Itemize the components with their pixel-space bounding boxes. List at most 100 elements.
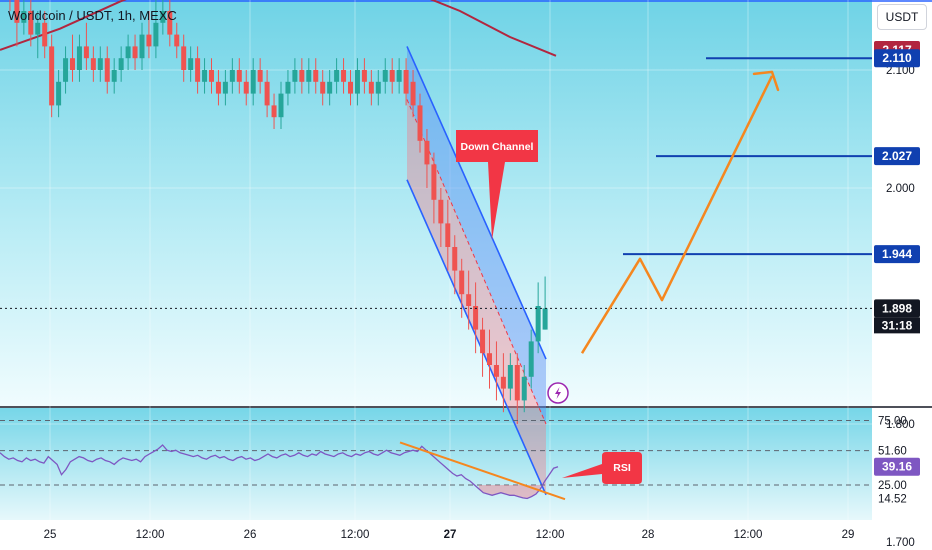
currency-button[interactable]: USDT (877, 4, 927, 30)
time-tick-label: 26 (244, 529, 257, 541)
down-channel-label: Down Channel (461, 141, 534, 153)
currency-label: USDT (885, 10, 919, 24)
candle-body (396, 70, 402, 82)
candle-body (118, 58, 124, 70)
candle-body (250, 70, 256, 94)
candle-body (49, 46, 55, 106)
candle-body (542, 308, 548, 330)
candle-body (299, 70, 305, 82)
price-tick-label: 1.800 (886, 419, 915, 431)
candle-body (181, 46, 187, 70)
candle-body (368, 81, 374, 94)
down-channel-callout: Down Channel (456, 130, 538, 240)
rsi-current-label: 39.16 (882, 460, 912, 474)
price-badge (874, 147, 920, 166)
price-badge-label: 2.110 (882, 51, 912, 65)
candle-body (63, 58, 69, 82)
candle-body (229, 70, 235, 82)
moving-average (0, 0, 557, 57)
candle-body (466, 294, 472, 306)
candle-body (507, 365, 513, 389)
time-tick-label: 25 (44, 529, 57, 541)
time-axis-background (0, 520, 932, 550)
candle-body (361, 70, 367, 82)
projection-arrow (580, 70, 780, 354)
price-pane-background (0, 0, 872, 406)
candle-body (209, 70, 214, 82)
time-tick-label: 27 (444, 529, 457, 541)
candle-body (222, 81, 228, 94)
axes: 2512:002612:002712:002812:00292.2002.100… (44, 40, 920, 549)
candle-body (480, 329, 486, 354)
candle-body (445, 223, 451, 247)
channel-lower-line (406, 179, 547, 496)
price-tick-label: 2.000 (886, 183, 915, 195)
rsi-tick-label: 25.00 (878, 480, 907, 492)
candle-body (70, 58, 75, 70)
price-badge (874, 245, 920, 264)
candle-body (535, 306, 541, 342)
candle-body (514, 365, 520, 401)
projection-arrow-head (752, 70, 780, 92)
time-tick-label: 12:00 (136, 529, 165, 541)
candle-body (403, 70, 409, 94)
rsi-callout: RSI (562, 452, 642, 484)
candle-body (375, 81, 381, 94)
channel-mid-line (406, 99, 547, 425)
candle-body (76, 46, 82, 70)
levels (0, 57, 872, 309)
price-badge-label: 2.027 (882, 149, 912, 163)
rsi-current-badge (874, 457, 920, 476)
price-badge-label: 1.944 (882, 247, 912, 261)
time-tick-label: 28 (642, 529, 655, 541)
chart-title: Worldcoin / USDT, 1h, MEXC (8, 8, 177, 23)
candle-body (132, 46, 138, 59)
lightning-icon[interactable] (547, 382, 569, 404)
candle-body (139, 34, 145, 59)
price-tick-label: 1.700 (886, 537, 915, 549)
countdown-badge (874, 317, 920, 334)
time-tick-label: 29 (842, 529, 855, 541)
price-tick-label: 2.100 (886, 65, 915, 77)
candle-body (14, 0, 20, 23)
candle-body (174, 34, 180, 47)
rsi-callout-label: RSI (613, 462, 631, 474)
price-badge (874, 49, 920, 68)
candle-body (348, 81, 353, 94)
candle-body (320, 81, 326, 94)
time-tick-label: 12:00 (734, 529, 763, 541)
rsi-pane-background (0, 408, 872, 520)
candle-body (292, 70, 298, 82)
candle-body (35, 22, 41, 35)
candle-body (167, 11, 173, 35)
candle-body (487, 353, 492, 365)
candle-body (90, 58, 96, 70)
countdown-label: 31:18 (882, 318, 913, 332)
candle-body (306, 70, 312, 82)
channel-fill-upper (407, 46, 546, 425)
candle-body (104, 58, 110, 82)
candle-body (153, 22, 159, 47)
price-badge-label: 1.898 (882, 301, 912, 315)
candle-body (354, 70, 360, 94)
candle-body (452, 247, 458, 271)
candle-body (438, 199, 444, 224)
candle-body (56, 81, 62, 106)
candle-body (243, 81, 249, 94)
candle-body (417, 105, 423, 141)
ma-line (0, 0, 557, 57)
channel-fill-lower (407, 99, 546, 495)
candle-body (97, 58, 103, 70)
candle-body (473, 306, 479, 330)
candle-body (160, 11, 166, 23)
rsi-tick-label: 51.60 (878, 446, 907, 458)
price-badge (874, 299, 920, 318)
candle-body (21, 11, 27, 23)
candle-body (334, 70, 340, 82)
rsi-line (0, 444, 559, 500)
candle-body (202, 70, 208, 82)
candle-body (285, 81, 291, 94)
candle-body (195, 58, 201, 82)
candle-body (313, 70, 319, 82)
